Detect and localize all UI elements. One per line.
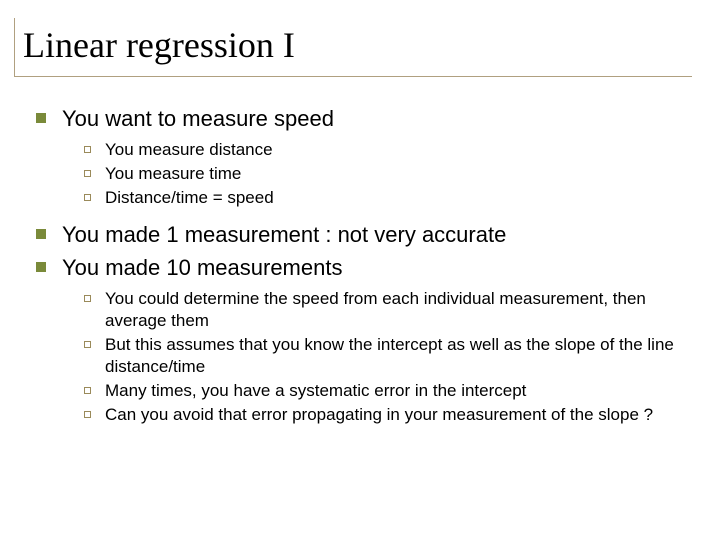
square-bullet-icon — [36, 113, 46, 123]
list-item: But this assumes that you know the inter… — [84, 334, 692, 378]
content-area: You want to measure speed You measure di… — [14, 105, 692, 426]
hollow-square-icon — [84, 411, 91, 418]
bullet-l1: You want to measure speed You measure di… — [36, 105, 692, 209]
sub-bullet-text: Can you avoid that error propagating in … — [105, 404, 653, 426]
bullet-l1: You made 1 measurement : not very accura… — [36, 221, 692, 249]
list-item: Can you avoid that error propagating in … — [84, 404, 692, 426]
slide-title: Linear regression I — [23, 24, 692, 66]
title-container: Linear regression I — [14, 18, 692, 77]
sub-list: You measure distance You measure time Di… — [36, 139, 692, 209]
list-item: Distance/time = speed — [84, 187, 692, 209]
bullet-text: You made 1 measurement : not very accura… — [62, 221, 506, 249]
hollow-square-icon — [84, 146, 91, 153]
sub-bullet-text: Many times, you have a systematic error … — [105, 380, 526, 402]
sub-bullet-text: But this assumes that you know the inter… — [105, 334, 692, 378]
slide: Linear regression I You want to measure … — [0, 0, 720, 540]
hollow-square-icon — [84, 194, 91, 201]
sub-bullet-text: You measure distance — [105, 139, 273, 161]
hollow-square-icon — [84, 295, 91, 302]
list-item: You measure time — [84, 163, 692, 185]
list-item: You made 10 measurements — [36, 254, 692, 282]
bullet-text: You made 10 measurements — [62, 254, 342, 282]
hollow-square-icon — [84, 170, 91, 177]
square-bullet-icon — [36, 262, 46, 272]
square-bullet-icon — [36, 229, 46, 239]
sub-list: You could determine the speed from each … — [36, 288, 692, 427]
bullet-text: You want to measure speed — [62, 105, 334, 133]
bullet-l1: You made 10 measurements You could deter… — [36, 254, 692, 426]
list-item: You could determine the speed from each … — [84, 288, 692, 332]
list-item: Many times, you have a systematic error … — [84, 380, 692, 402]
list-item: You want to measure speed — [36, 105, 692, 133]
sub-bullet-text: Distance/time = speed — [105, 187, 274, 209]
hollow-square-icon — [84, 341, 91, 348]
sub-bullet-text: You measure time — [105, 163, 241, 185]
list-item: You measure distance — [84, 139, 692, 161]
sub-bullet-text: You could determine the speed from each … — [105, 288, 692, 332]
list-item: You made 1 measurement : not very accura… — [36, 221, 692, 249]
hollow-square-icon — [84, 387, 91, 394]
